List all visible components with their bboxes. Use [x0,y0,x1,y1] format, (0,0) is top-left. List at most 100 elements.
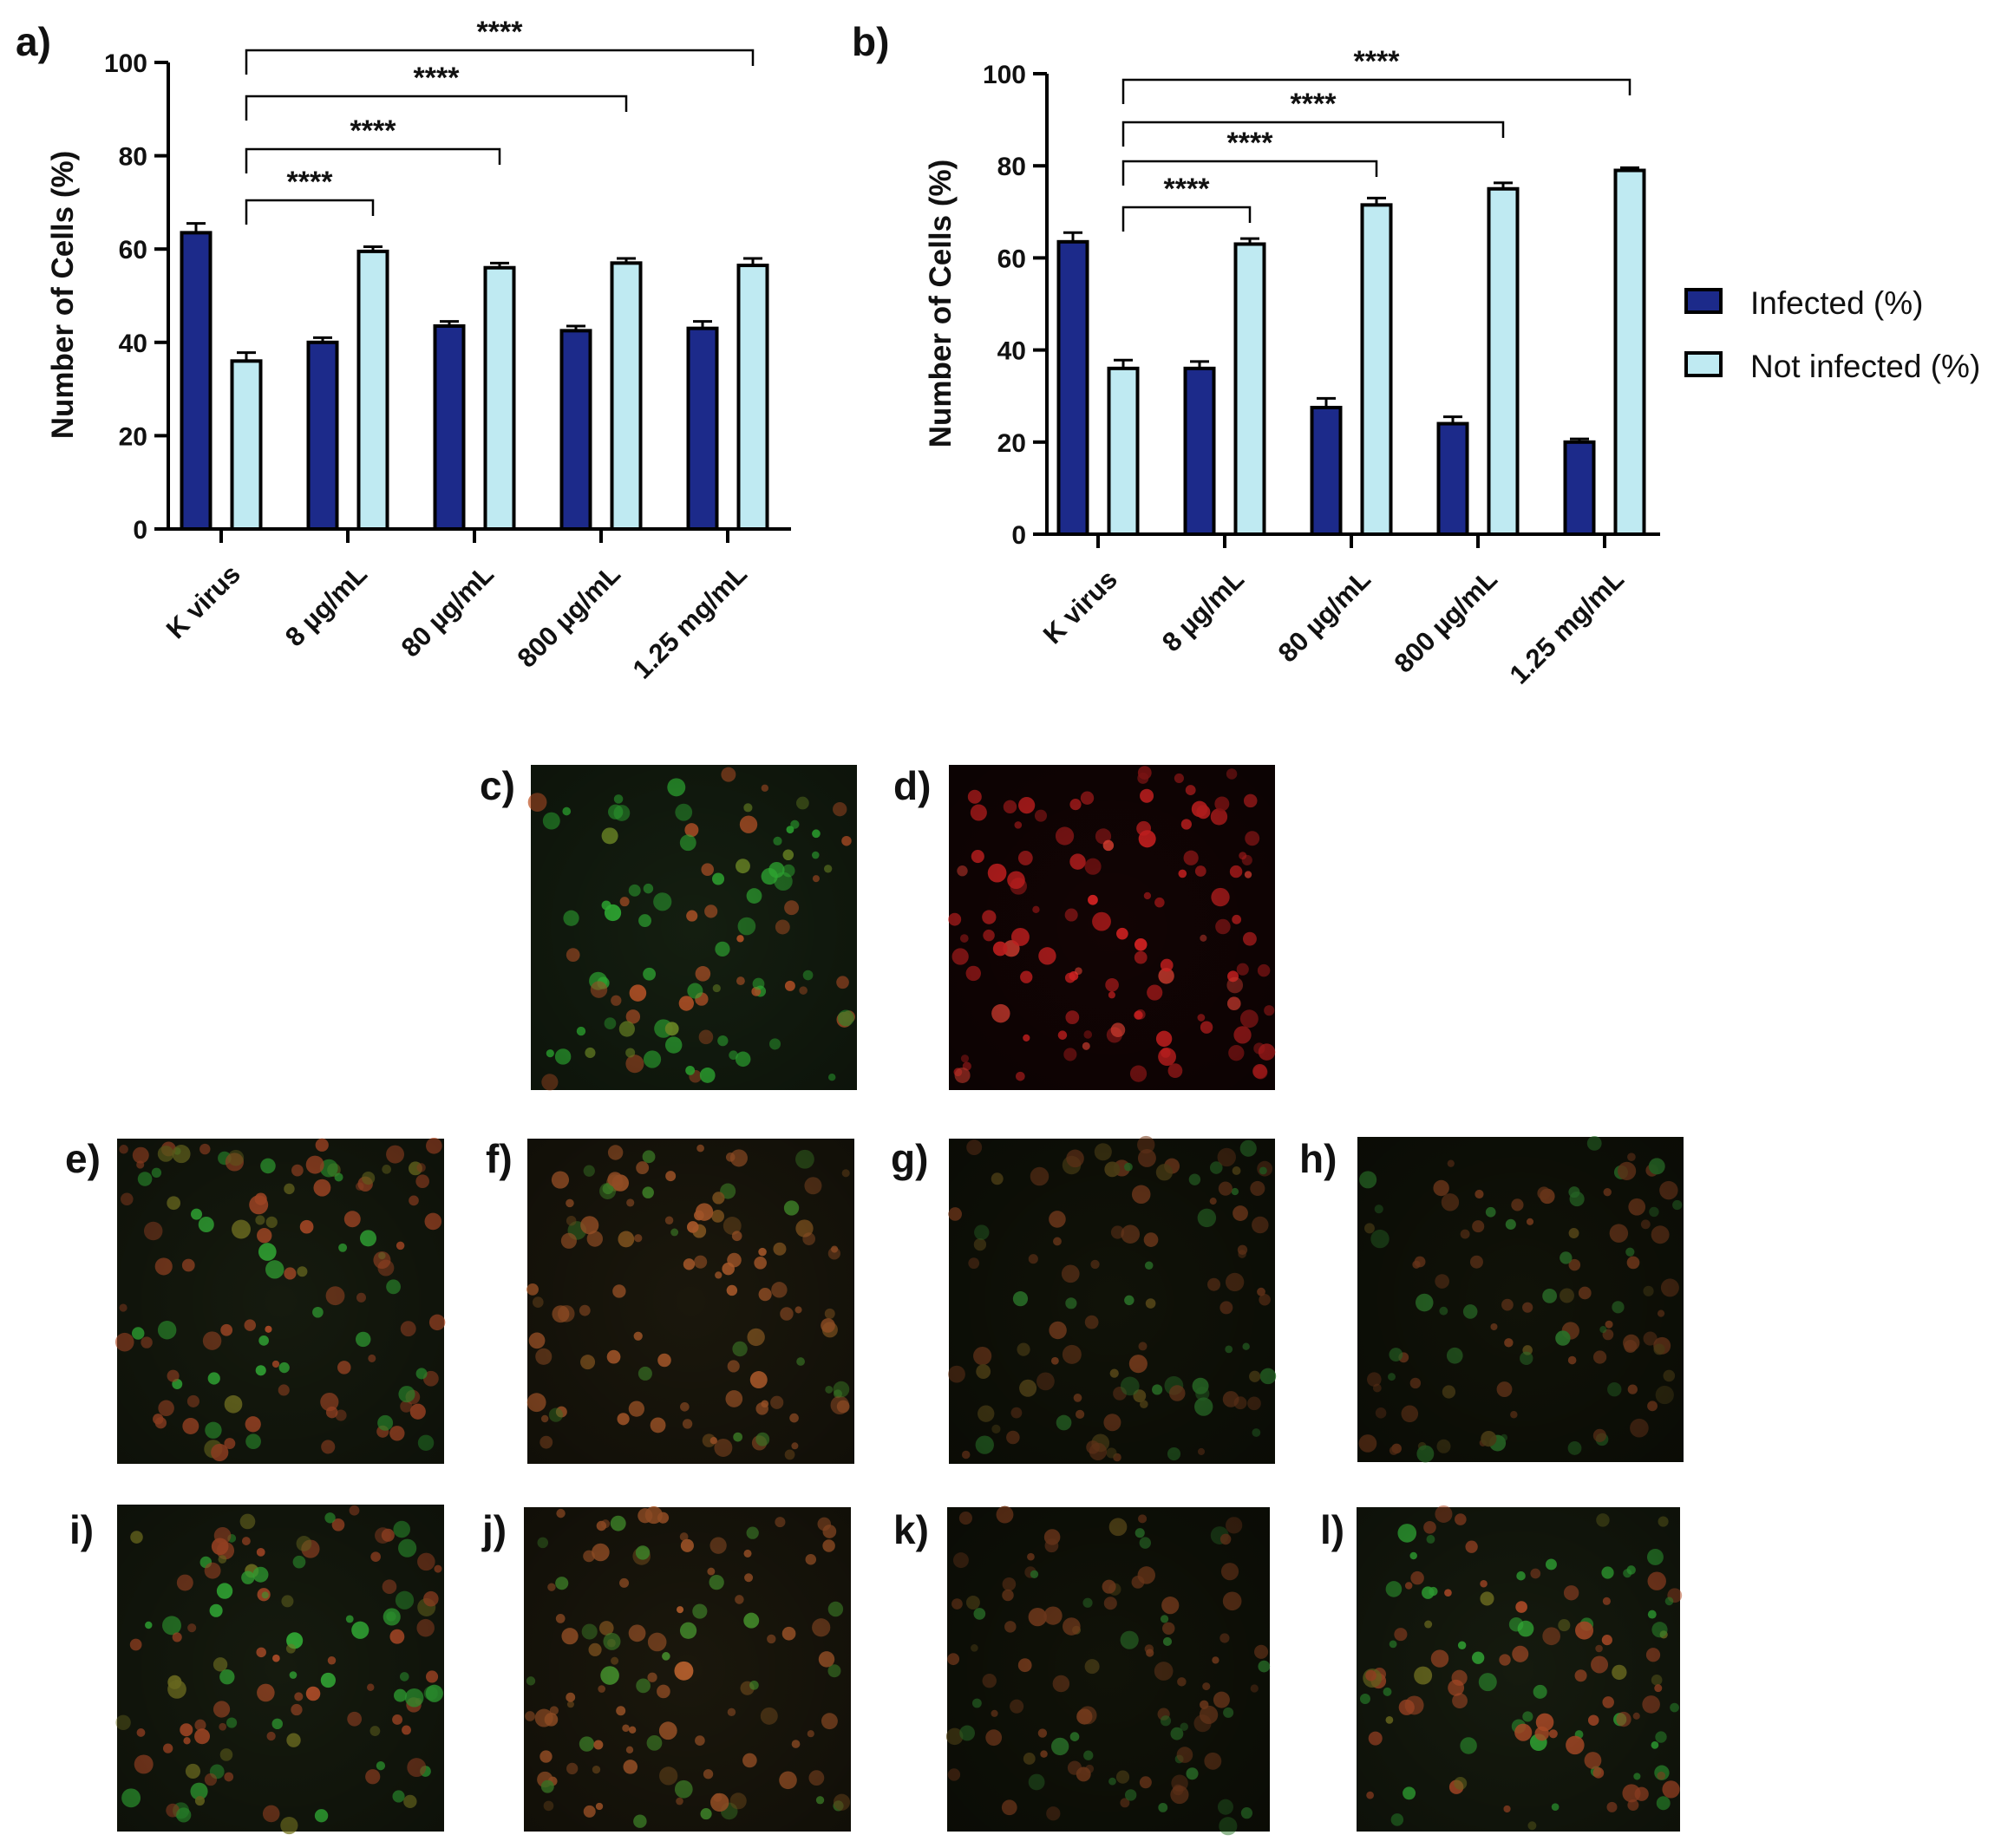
micrograph-j: j) [481,1505,851,1832]
category-label: K virus [1037,564,1123,650]
legend-swatch-infected [1684,288,1723,314]
bar [1183,366,1216,536]
y-tick-label: 60 [119,236,147,264]
micrograph-shade [531,765,857,1090]
legend: Infected (%) Not infected (%) [1684,285,1980,384]
significance-bracket [245,95,628,121]
y-tick-label: 100 [104,49,147,78]
micrograph-label: d) [893,763,931,808]
y-tick-label: 60 [997,245,1026,273]
bar [1360,203,1393,537]
significance-bracket [1121,121,1505,147]
bar [559,329,592,531]
category-label: 800 µg/mL [512,558,626,673]
micrograph-label: h) [1299,1136,1337,1181]
significance-bracket [1121,160,1378,186]
panel-label-a: a) [16,19,51,64]
y-tick-label: 80 [119,143,147,172]
significance-bracket [1121,78,1631,104]
bar [230,359,263,531]
bar [1613,168,1646,536]
significance-label: **** [477,16,524,49]
micrograph-label: f) [486,1136,513,1181]
bar [1436,421,1469,536]
micrograph-k: k) [893,1505,1271,1836]
micrograph-shade [1357,1137,1684,1462]
panel-label-b: b) [852,19,889,64]
micrograph-shade [527,1139,854,1464]
significance-label: **** [350,114,397,147]
bar [686,326,719,531]
y-tick-label: 20 [119,422,147,451]
micrograph-label: j) [481,1507,507,1552]
micrograph-e: e) [65,1136,446,1464]
micrograph-label: c) [480,763,515,808]
micrograph-shade [117,1139,444,1464]
significance-bracket [245,49,755,75]
significance-label: **** [1227,127,1274,160]
bar [1107,366,1140,536]
y-tick-label: 20 [997,429,1026,458]
category-label: 1.25 mg/mL [1504,564,1630,689]
bar [1310,405,1343,536]
micrograph-shade [117,1505,444,1832]
significance-label: **** [1354,45,1401,78]
bar [306,340,339,531]
y-tick-label: 100 [983,61,1026,89]
micrograph-shade [947,1507,1270,1832]
micrograph-label: e) [65,1136,101,1181]
bar [1563,440,1596,536]
legend-label-not-infected: Not infected (%) [1750,349,1980,384]
significance-bracket [245,147,501,173]
bar [483,265,516,531]
micrograph-l: l) [1320,1505,1683,1832]
category-label: K virus [160,558,246,644]
legend-label-infected: Infected (%) [1750,285,1923,321]
micrograph-c: c) [480,763,857,1091]
category-label: 8 µg/mL [1156,564,1250,657]
micrograph-label: k) [893,1507,929,1552]
y-tick-label: 40 [119,330,147,358]
bar [180,231,213,531]
significance-label: **** [287,166,334,199]
significance-bracket [1121,206,1252,232]
micrograph-shade [949,765,1275,1090]
legend-swatch-not-infected [1684,351,1723,377]
bar [610,261,643,531]
micrograph-grid: c) d) e) f) g) h) i) j) k) l) [65,763,1684,1836]
micrograph-label: g) [891,1136,928,1181]
y-tick-label: 0 [1011,521,1026,550]
y-tick-label: 0 [133,516,147,545]
micrograph-label: l) [1320,1507,1344,1552]
bar [356,249,389,531]
micrograph-h: h) [1299,1135,1684,1463]
chart-a: a) Number of Cells (%) 0 20 40 60 80 100 K vir… [16,16,791,685]
micrograph-shade [1357,1507,1680,1832]
category-label: 800 µg/mL [1389,564,1503,678]
y-tick-label: 40 [997,337,1026,366]
micrograph-shade [524,1507,851,1832]
y-axis-label-b: Number of Cells (%) [924,160,958,448]
category-label: 1.25 mg/mL [627,558,753,684]
micrograph-shade [949,1139,1275,1464]
category-label: 80 µg/mL [1272,564,1376,668]
significance-bracket [245,199,375,225]
micrograph-i: i) [69,1505,444,1835]
y-axis-label-a: Number of Cells (%) [46,151,80,440]
bar [433,323,466,531]
category-label: 8 µg/mL [279,558,373,652]
significance-label: **** [1164,173,1211,206]
micrograph-label: i) [69,1507,94,1552]
bar [736,264,769,531]
significance-label: **** [414,62,461,95]
bar [1056,239,1089,536]
micrograph-g: g) [891,1135,1277,1464]
category-label: 80 µg/mL [396,558,500,663]
micrograph-f: f) [486,1136,854,1464]
bar [1233,242,1266,536]
y-tick-label: 80 [997,153,1026,181]
chart-b: b) Number of Cells (%) 0 20 40 60 80 100 K vir… [852,19,1660,690]
micrograph-d: d) [893,763,1276,1090]
significance-label: **** [1291,88,1337,121]
